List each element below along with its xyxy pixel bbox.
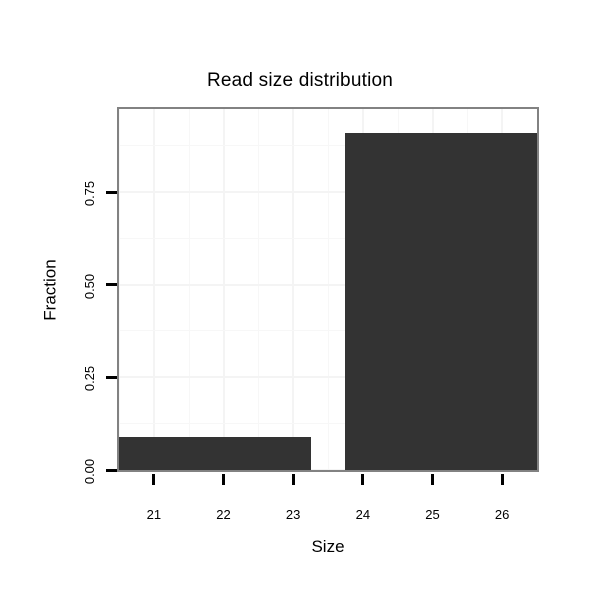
y-tick-label: 0.00 — [0, 459, 102, 484]
x-tick-label: 26 — [494, 507, 510, 522]
y-tick-label-text: 0.25 — [81, 366, 97, 392]
grid-line-horizontal — [119, 283, 537, 286]
grid-line-horizontal — [119, 376, 537, 379]
x-tick-label: 24 — [355, 507, 371, 522]
x-tick-label: 21 — [146, 507, 162, 522]
y-tick-mark — [106, 375, 117, 379]
y-tick-mark — [106, 283, 117, 287]
x-tick-mark — [431, 474, 434, 485]
bar-26 — [345, 133, 537, 470]
grid-line-vertical — [222, 109, 225, 470]
grid-line-vertical-minor — [328, 109, 329, 470]
grid-line-vertical — [152, 109, 155, 470]
x-tick-mark — [361, 474, 365, 485]
y-tick-label-text: 0.50 — [81, 273, 97, 300]
y-tick-label: 0.25 — [0, 366, 102, 391]
grid-line-vertical-minor — [119, 109, 120, 470]
grid-line-horizontal-minor — [119, 145, 537, 147]
y-tick-label-text: 0.00 — [81, 458, 97, 485]
grid-line-horizontal-minor — [119, 237, 537, 239]
y-tick-label: 0.75 — [0, 181, 102, 206]
x-tick-label: 23 — [285, 507, 301, 522]
x-tick-label: 22 — [216, 507, 231, 522]
y-tick-mark — [106, 468, 117, 472]
grid-line-horizontal-minor — [119, 330, 537, 332]
x-tick-mark — [152, 474, 156, 485]
y-axis-title-text: Fraction — [41, 259, 61, 321]
grid-line-horizontal — [119, 469, 537, 470]
x-tick-label: 25 — [425, 507, 440, 522]
x-tick-mark — [500, 474, 504, 485]
y-tick-mark — [106, 190, 117, 194]
x-tick-mark — [222, 474, 225, 485]
grid-line-vertical-minor — [258, 109, 260, 470]
grid-line-horizontal-minor — [119, 422, 537, 424]
x-axis-title: Size — [311, 537, 345, 556]
y-tick-label-text: 0.75 — [81, 181, 97, 207]
bar-series — [119, 109, 537, 470]
bar-21 — [119, 436, 311, 470]
grid-line-vertical-minor — [188, 109, 190, 470]
x-tick-mark — [291, 474, 295, 485]
grid-line-vertical-minor — [537, 109, 538, 470]
chart-title: Read size distribution — [206, 70, 394, 91]
y-axis-title: Fraction — [39, 240, 63, 340]
grid-line-horizontal — [119, 191, 537, 194]
grid-line-vertical — [292, 109, 295, 470]
plot-panel — [117, 107, 539, 472]
